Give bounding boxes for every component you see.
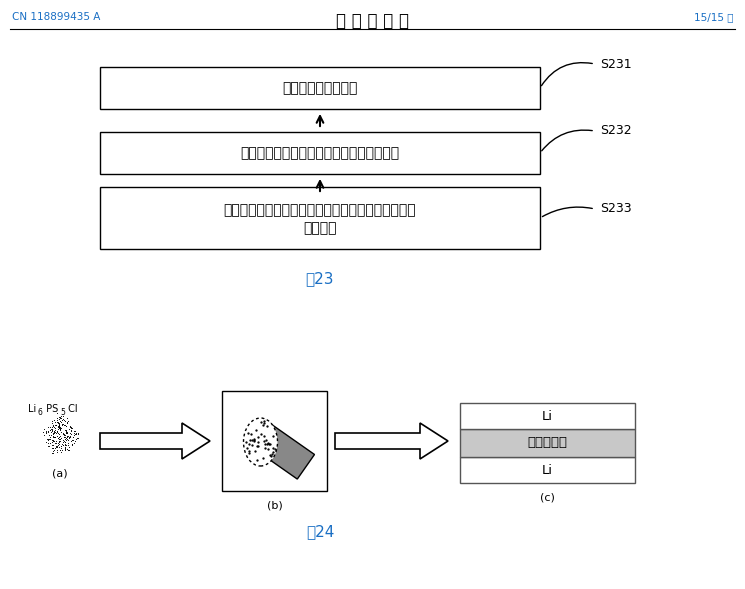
Text: 形成掺杂硫化物材料: 形成掺杂硫化物材料 bbox=[282, 81, 358, 95]
Bar bbox=[100, 132, 540, 174]
Text: 固态电解质: 固态电解质 bbox=[527, 436, 568, 449]
Polygon shape bbox=[100, 423, 210, 459]
Text: 15/15 页: 15/15 页 bbox=[694, 12, 733, 22]
Text: 说 明 书 附 图: 说 明 书 附 图 bbox=[335, 12, 408, 30]
Text: S233: S233 bbox=[600, 203, 632, 216]
Text: (c): (c) bbox=[540, 493, 555, 503]
Text: Li: Li bbox=[542, 464, 553, 477]
Text: 5: 5 bbox=[60, 408, 65, 417]
Text: PS: PS bbox=[43, 404, 58, 414]
Text: CN 118899435 A: CN 118899435 A bbox=[12, 12, 101, 22]
Bar bbox=[222, 391, 327, 491]
Text: 组装金属锤负极、硫化物固态电解质和正极，得到锤: 组装金属锤负极、硫化物固态电解质和正极，得到锤 bbox=[224, 203, 416, 217]
Text: 图23: 图23 bbox=[305, 271, 335, 286]
Bar bbox=[460, 403, 635, 429]
Text: (b): (b) bbox=[267, 501, 282, 511]
Text: S232: S232 bbox=[600, 124, 632, 137]
Text: (a): (a) bbox=[52, 469, 68, 479]
Text: 利用掺杂硫化物材料形成硫化物固态电解质: 利用掺杂硫化物材料形成硫化物固态电解质 bbox=[241, 146, 399, 160]
Text: 图24: 图24 bbox=[305, 524, 335, 539]
Bar bbox=[460, 429, 635, 457]
Text: Li: Li bbox=[542, 409, 553, 422]
Text: Cl: Cl bbox=[65, 404, 77, 414]
Bar bbox=[100, 187, 540, 249]
Text: 离子电池: 离子电池 bbox=[303, 221, 337, 235]
Text: S231: S231 bbox=[600, 58, 632, 71]
Polygon shape bbox=[335, 423, 448, 459]
Polygon shape bbox=[247, 419, 314, 479]
Ellipse shape bbox=[244, 418, 277, 466]
Bar bbox=[460, 457, 635, 483]
Text: Li: Li bbox=[28, 404, 37, 414]
Bar bbox=[100, 67, 540, 109]
Text: 6: 6 bbox=[38, 408, 43, 417]
